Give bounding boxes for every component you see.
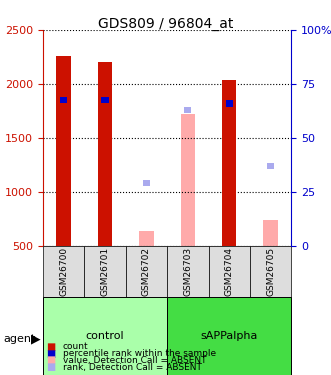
FancyBboxPatch shape — [43, 297, 167, 375]
Text: rank, Detection Call = ABSENT: rank, Detection Call = ABSENT — [63, 363, 202, 372]
Bar — [102, 97, 109, 104]
Bar — [263, 220, 278, 246]
Bar — [226, 100, 233, 106]
Bar — [60, 97, 67, 104]
Bar — [139, 231, 154, 246]
FancyBboxPatch shape — [126, 246, 167, 297]
Text: value, Detection Call = ABSENT: value, Detection Call = ABSENT — [63, 356, 207, 365]
Bar — [143, 180, 150, 186]
Bar — [98, 62, 112, 246]
Text: GSM26704: GSM26704 — [225, 247, 234, 296]
Text: percentile rank within the sample: percentile rank within the sample — [63, 349, 216, 358]
Bar — [57, 56, 71, 246]
Text: ■: ■ — [46, 349, 56, 358]
Text: ■: ■ — [46, 356, 56, 365]
FancyBboxPatch shape — [84, 246, 126, 297]
Text: agent: agent — [3, 334, 36, 344]
Text: GSM26703: GSM26703 — [183, 247, 192, 296]
Text: GDS809 / 96804_at: GDS809 / 96804_at — [98, 17, 233, 31]
FancyBboxPatch shape — [43, 246, 84, 297]
Text: sAPPalpha: sAPPalpha — [201, 331, 258, 341]
Text: control: control — [86, 331, 124, 341]
Text: GSM26701: GSM26701 — [101, 247, 110, 296]
Text: GSM26700: GSM26700 — [59, 247, 68, 296]
Text: ■: ■ — [46, 362, 56, 372]
Text: ■: ■ — [46, 342, 56, 352]
FancyBboxPatch shape — [167, 246, 209, 297]
Bar — [222, 80, 236, 246]
FancyBboxPatch shape — [167, 297, 291, 375]
Bar — [181, 114, 195, 246]
Bar — [267, 163, 274, 169]
Text: GSM26702: GSM26702 — [142, 247, 151, 296]
Text: count: count — [63, 342, 88, 351]
Text: GSM26705: GSM26705 — [266, 247, 275, 296]
Bar — [184, 106, 191, 113]
FancyBboxPatch shape — [250, 246, 291, 297]
FancyBboxPatch shape — [209, 246, 250, 297]
Text: ▶: ▶ — [31, 333, 41, 346]
